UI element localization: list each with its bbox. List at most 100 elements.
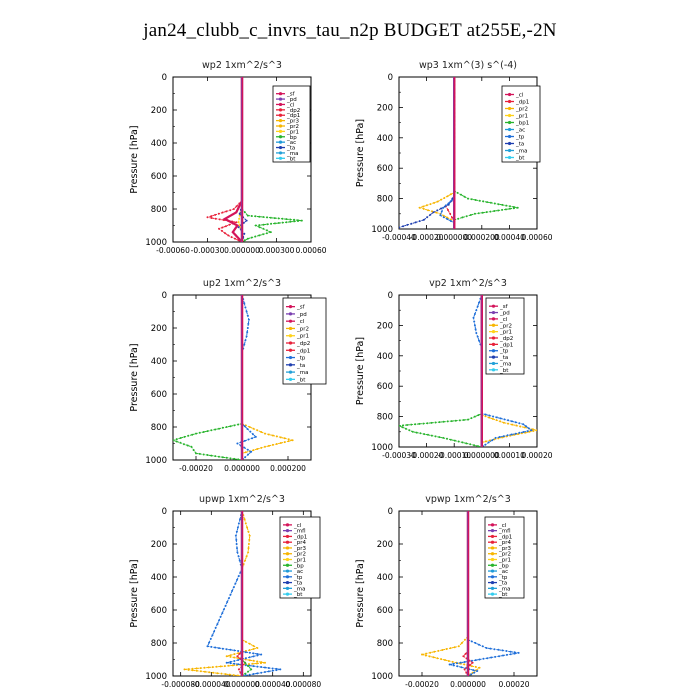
y-axis-label: Pressure [hPa] <box>129 343 140 411</box>
series-point <box>484 443 487 446</box>
series-group <box>206 77 303 242</box>
series-point <box>183 435 186 438</box>
series-point <box>491 417 494 420</box>
series-point <box>470 665 473 668</box>
series-point <box>237 458 240 460</box>
series-point <box>505 204 508 207</box>
series-point <box>234 534 237 537</box>
x-tick-label: 0.000000 <box>224 464 260 473</box>
legend-label: _ta <box>296 363 305 369</box>
legend-swatch-marker <box>490 529 495 533</box>
x-tick-label: 0.000040 <box>255 680 291 689</box>
series-point <box>210 429 213 432</box>
legend-swatch-marker <box>490 569 495 573</box>
series-point <box>439 214 442 217</box>
series-point <box>459 661 462 664</box>
legend-label: _ma <box>293 586 305 592</box>
series-point <box>446 216 449 219</box>
series-point <box>210 217 213 219</box>
series-point <box>215 665 218 668</box>
series-point <box>481 645 484 648</box>
series-point <box>214 213 217 216</box>
series-point <box>248 656 251 659</box>
series-point <box>473 671 476 674</box>
y-tick-label: 1000 <box>145 456 167 466</box>
series-point <box>236 547 238 550</box>
series-point <box>488 414 491 417</box>
series-point <box>501 203 504 206</box>
legend-label: _cl <box>296 319 305 325</box>
series-point <box>229 662 232 665</box>
series-point <box>461 441 464 444</box>
series-point <box>502 654 504 657</box>
series-point <box>274 222 276 225</box>
series-point <box>402 225 405 228</box>
series-point <box>199 670 202 673</box>
series-point <box>484 440 487 443</box>
series-point <box>250 215 253 217</box>
series-point <box>501 208 504 211</box>
series-point <box>469 214 472 216</box>
legend-label: _pr3 <box>293 546 307 552</box>
x-tick-label: -0.000080 <box>161 680 200 689</box>
legend-swatch-marker <box>490 552 495 556</box>
legend-label: _tp <box>293 575 303 581</box>
series-point <box>474 328 477 331</box>
x-tick-label: 0.000080 <box>285 680 321 689</box>
x-tick-label: -0.00020 <box>410 233 444 242</box>
legend-swatch-marker <box>278 108 283 112</box>
series-point <box>264 666 266 669</box>
series-point <box>218 455 220 458</box>
series-point <box>227 664 230 667</box>
series-point <box>515 424 518 427</box>
y-tick-label: 1000 <box>371 672 393 682</box>
series-point <box>262 233 265 236</box>
legend-label: _pd <box>296 312 307 318</box>
series-point <box>509 650 512 653</box>
series-point <box>235 530 238 533</box>
series-point <box>226 219 229 222</box>
legend-swatch-marker <box>285 563 290 567</box>
legend-swatch-marker <box>288 370 293 374</box>
x-tick-label: -0.00040 <box>382 233 416 242</box>
series-point <box>252 644 255 647</box>
series-point <box>489 210 492 213</box>
legend-swatch-marker <box>490 523 495 527</box>
series-point <box>285 221 288 224</box>
legend-swatch-marker <box>507 127 512 132</box>
series-point <box>501 649 504 652</box>
series-point <box>256 665 259 668</box>
y-tick-label: 400 <box>377 573 393 583</box>
series-point <box>463 195 466 198</box>
series-line-pr1 <box>184 511 266 676</box>
y-tick-label: 800 <box>377 195 393 205</box>
legend-label: _dp2 <box>296 341 310 347</box>
series-point <box>495 419 498 422</box>
y-tick-label: 800 <box>377 413 393 423</box>
legend: _sf_pd_cl_pr2_pr1_dp2_dp1_tp_ta_ma_bt <box>485 297 525 375</box>
series-point <box>505 208 507 211</box>
y-tick-label: 400 <box>377 134 393 144</box>
series-point <box>214 428 217 431</box>
series-point <box>234 234 237 237</box>
series-point <box>283 441 286 444</box>
series-point <box>244 559 247 562</box>
series-point <box>451 197 454 200</box>
series-point <box>442 436 445 439</box>
legend-label: _cl <box>286 102 295 108</box>
legend-label: _ac <box>293 569 303 575</box>
series-point <box>236 674 239 676</box>
series-point <box>225 456 228 459</box>
series-point <box>473 444 476 447</box>
series-point <box>446 420 449 423</box>
series-point <box>277 217 280 220</box>
chart-panel-6: vpwp 1xm^2/s^3 0 200 400 600 800 1000 Pressure … <box>355 494 538 689</box>
series-line-dp1 <box>207 77 243 242</box>
series-point <box>218 218 221 221</box>
series-point <box>219 665 222 668</box>
legend-label: _mfl <box>293 529 306 535</box>
series-point <box>233 649 236 652</box>
series-point <box>221 456 224 459</box>
series-point <box>175 440 178 443</box>
series-point <box>514 421 517 424</box>
